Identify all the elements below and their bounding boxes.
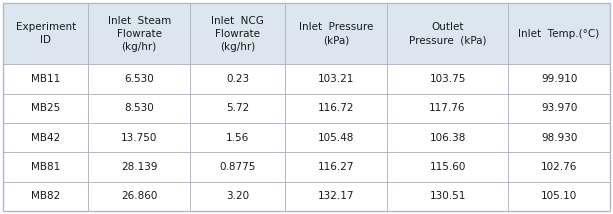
Text: 13.750: 13.750 [121, 133, 158, 143]
Text: 99.910: 99.910 [541, 74, 577, 84]
Text: Inlet  Steam
Flowrate
(kg/hr): Inlet Steam Flowrate (kg/hr) [107, 16, 171, 52]
Text: 0.8775: 0.8775 [219, 162, 256, 172]
Text: 28.139: 28.139 [121, 162, 158, 172]
Text: Outlet
Pressure  (kPa): Outlet Pressure (kPa) [409, 22, 486, 45]
Text: 102.76: 102.76 [541, 162, 577, 172]
Text: 93.970: 93.970 [541, 103, 577, 113]
Text: 105.10: 105.10 [541, 191, 577, 201]
Text: 3.20: 3.20 [226, 191, 249, 201]
Text: 106.38: 106.38 [429, 133, 466, 143]
Text: 116.72: 116.72 [318, 103, 354, 113]
Text: MB25: MB25 [31, 103, 60, 113]
Text: 132.17: 132.17 [318, 191, 354, 201]
Text: 1.56: 1.56 [226, 133, 249, 143]
Text: Inlet  NCG
Flowrate
(kg/hr): Inlet NCG Flowrate (kg/hr) [211, 16, 264, 52]
Text: 5.72: 5.72 [226, 103, 249, 113]
Text: MB81: MB81 [31, 162, 60, 172]
Text: MB82: MB82 [31, 191, 60, 201]
Text: MB42: MB42 [31, 133, 60, 143]
Text: 117.76: 117.76 [429, 103, 466, 113]
Text: MB11: MB11 [31, 74, 60, 84]
Text: 105.48: 105.48 [318, 133, 354, 143]
Text: 26.860: 26.860 [121, 191, 158, 201]
Text: 115.60: 115.60 [429, 162, 466, 172]
Text: 6.530: 6.530 [124, 74, 154, 84]
Text: 130.51: 130.51 [429, 191, 466, 201]
Text: 116.27: 116.27 [318, 162, 354, 172]
Text: Inlet  Temp.(°C): Inlet Temp.(°C) [519, 29, 600, 39]
Text: 0.23: 0.23 [226, 74, 249, 84]
Text: 103.21: 103.21 [318, 74, 354, 84]
Text: Inlet  Pressure
(kPa): Inlet Pressure (kPa) [299, 22, 373, 45]
Text: 103.75: 103.75 [429, 74, 466, 84]
Text: Experiment
ID: Experiment ID [15, 22, 76, 45]
Text: 98.930: 98.930 [541, 133, 577, 143]
Text: 8.530: 8.530 [124, 103, 154, 113]
